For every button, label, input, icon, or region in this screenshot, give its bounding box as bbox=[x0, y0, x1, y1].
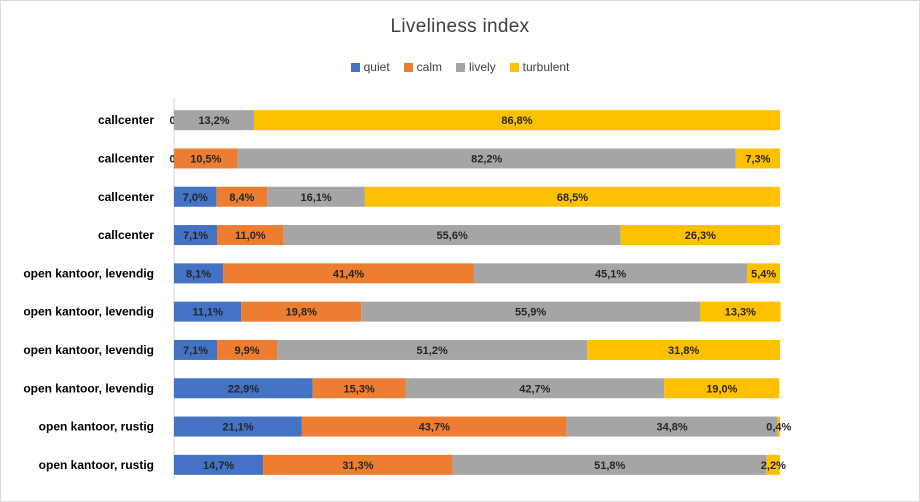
bar-quiet bbox=[174, 186, 217, 207]
bar-lively bbox=[277, 339, 588, 360]
category-label: open kantoor, levendig bbox=[23, 381, 154, 395]
legend-label-lively: lively bbox=[469, 60, 496, 74]
legend-swatch-calm bbox=[403, 62, 413, 72]
legend-label-calm: calm bbox=[416, 60, 442, 74]
data-label-turbulent: 68,5% bbox=[557, 192, 588, 204]
data-label-turbulent: 31,8% bbox=[668, 345, 699, 357]
bar-calm bbox=[263, 454, 453, 475]
bar-lively bbox=[473, 263, 748, 284]
bar-quiet bbox=[174, 454, 264, 475]
bar-lively bbox=[237, 148, 736, 169]
data-label-calm: 8,4% bbox=[229, 192, 254, 204]
bar-calm bbox=[217, 225, 284, 246]
data-label-turbulent: 86,8% bbox=[501, 115, 532, 127]
data-label-turbulent: 26,3% bbox=[685, 230, 716, 242]
bar-calm bbox=[216, 186, 268, 207]
bar-lively bbox=[283, 225, 621, 246]
data-label-lively: 42,7% bbox=[519, 383, 550, 395]
bar-turbulent bbox=[747, 263, 780, 284]
bar-calm bbox=[312, 378, 406, 399]
legend-swatch-turbulent bbox=[509, 62, 519, 72]
bar-lively bbox=[452, 454, 767, 475]
data-label-lively: 51,8% bbox=[594, 460, 625, 472]
bar-lively bbox=[174, 110, 254, 131]
bar-turbulent bbox=[766, 454, 780, 475]
bar-turbulent bbox=[587, 339, 780, 360]
data-label-lively: 13,2% bbox=[198, 115, 229, 127]
legend-item-lively: lively bbox=[456, 60, 496, 74]
bar-turbulent bbox=[735, 148, 780, 169]
bar-quiet bbox=[174, 416, 302, 437]
data-label-lively: 16,1% bbox=[301, 192, 332, 204]
data-label-quiet: 7,1% bbox=[183, 345, 208, 357]
data-label-lively: 82,2% bbox=[471, 153, 502, 165]
bar-turbulent bbox=[620, 225, 780, 246]
category-label: open kantoor, rustig bbox=[39, 458, 154, 472]
legend-label-turbulent: turbulent bbox=[522, 60, 570, 74]
legend-item-quiet: quiet bbox=[350, 60, 390, 74]
data-label-lively: 55,9% bbox=[515, 307, 546, 319]
category-label: callcenter bbox=[98, 228, 154, 242]
data-label-quiet: 22,9% bbox=[228, 383, 259, 395]
bar-quiet bbox=[174, 378, 313, 399]
legend-swatch-lively bbox=[456, 62, 465, 72]
legend-swatch-quiet bbox=[350, 62, 360, 72]
bar-lively bbox=[566, 416, 778, 437]
bar-calm bbox=[174, 148, 238, 169]
data-label-turbulent: 7,3% bbox=[745, 153, 770, 165]
data-label-quiet: 8,1% bbox=[186, 268, 211, 280]
bar-turbulent bbox=[253, 110, 780, 131]
bar-quiet bbox=[174, 339, 218, 360]
data-label-calm: 31,3% bbox=[342, 460, 373, 472]
category-label: open kantoor, levendig bbox=[23, 343, 154, 357]
data-label-calm: 9,9% bbox=[234, 345, 259, 357]
legend-item-turbulent: turbulent bbox=[509, 60, 570, 74]
bar-lively bbox=[267, 186, 365, 207]
legend: quiet calm lively turbulent bbox=[0, 60, 920, 74]
bar-calm bbox=[241, 301, 362, 322]
category-label: callcenter bbox=[98, 113, 154, 127]
bar-calm bbox=[301, 416, 567, 437]
data-label-quiet: 7,1% bbox=[183, 230, 208, 242]
chart-title: Liveliness index bbox=[390, 16, 530, 37]
data-label-quiet: 14,7% bbox=[203, 460, 234, 472]
bar-turbulent bbox=[700, 301, 781, 322]
bar-turbulent bbox=[777, 416, 780, 437]
data-label-turbulent: 0,4% bbox=[766, 422, 791, 434]
data-label-turbulent: 19,0% bbox=[706, 383, 737, 395]
category-label: open kantoor, levendig bbox=[23, 266, 154, 280]
data-label-quiet: 7,0% bbox=[183, 192, 208, 204]
bar-calm bbox=[223, 263, 474, 284]
data-label-turbulent: 2,2% bbox=[761, 460, 786, 472]
bar-quiet bbox=[174, 263, 224, 284]
category-label: open kantoor, rustig bbox=[39, 420, 154, 434]
data-label-lively: 45,1% bbox=[595, 268, 626, 280]
data-label-turbulent: 13,3% bbox=[725, 307, 756, 319]
category-label: open kantoor, levendig bbox=[23, 305, 154, 319]
legend-item-calm: calm bbox=[403, 60, 442, 74]
data-label-turbulent: 5,4% bbox=[751, 268, 776, 280]
data-label-lively: 34,8% bbox=[657, 422, 688, 434]
data-label-quiet: 11,1% bbox=[192, 307, 223, 319]
bar-quiet bbox=[174, 225, 218, 246]
data-label-calm: 11,0% bbox=[235, 230, 266, 242]
data-label-calm: 43,7% bbox=[419, 422, 450, 434]
bar-lively bbox=[405, 378, 665, 399]
bar-quiet bbox=[174, 301, 242, 322]
bar-turbulent bbox=[664, 378, 780, 399]
bar-calm bbox=[217, 339, 278, 360]
category-label: callcenter bbox=[98, 190, 154, 204]
category-label: callcenter bbox=[98, 151, 154, 165]
bar-lively bbox=[361, 301, 701, 322]
data-label-calm: 19,8% bbox=[286, 307, 317, 319]
data-label-calm: 10,5% bbox=[190, 153, 221, 165]
data-label-calm: 41,4% bbox=[333, 268, 364, 280]
data-label-quiet: 21,1% bbox=[222, 422, 253, 434]
legend-label-quiet: quiet bbox=[363, 60, 390, 74]
bar-turbulent bbox=[364, 186, 780, 207]
data-label-lively: 51,2% bbox=[417, 345, 448, 357]
data-label-calm: 15,3% bbox=[344, 383, 375, 395]
data-label-lively: 55,6% bbox=[437, 230, 468, 242]
